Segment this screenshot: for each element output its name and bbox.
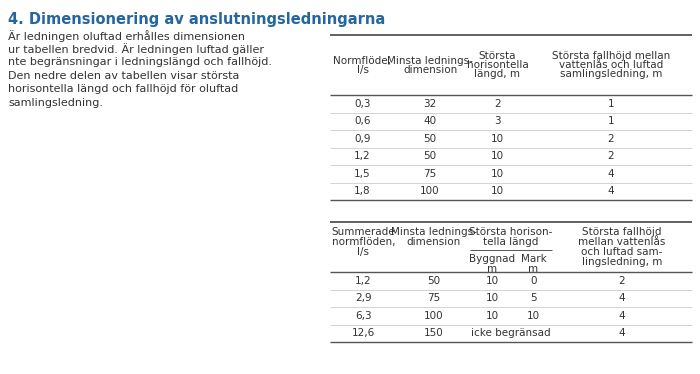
Text: 2: 2 [494,99,500,109]
Text: 4: 4 [608,169,615,179]
Text: 0,3: 0,3 [354,99,371,109]
Text: 0,6: 0,6 [354,116,371,126]
Text: Mark: Mark [521,254,547,264]
Text: 2: 2 [608,134,615,144]
Text: 10: 10 [486,311,499,321]
Text: 75: 75 [427,293,440,303]
Text: tella längd: tella längd [483,237,539,247]
Text: 10: 10 [491,151,504,161]
Text: 10: 10 [491,186,504,196]
Text: 100: 100 [424,311,443,321]
Text: 1,8: 1,8 [354,186,371,196]
Text: Största: Största [479,51,517,61]
Text: dimension: dimension [407,237,461,247]
Text: Största fallhöjd: Största fallhöjd [582,227,662,237]
Text: samlingsledning, m: samlingsledning, m [560,69,662,79]
Text: längd, m: längd, m [475,69,521,79]
Text: 50: 50 [424,134,437,144]
Text: 3: 3 [494,116,500,126]
Text: 1,2: 1,2 [354,151,371,161]
Text: 10: 10 [491,134,504,144]
Text: normflöden,: normflöden, [332,237,396,247]
Text: 4: 4 [619,328,625,338]
Text: 4: 4 [608,186,615,196]
Text: 1: 1 [608,99,615,109]
Text: 50: 50 [424,151,437,161]
Text: dimension: dimension [403,64,457,74]
Text: Minsta lednings-: Minsta lednings- [391,227,477,237]
Text: 0: 0 [531,276,537,286]
Text: 2: 2 [608,151,615,161]
Text: 4: 4 [619,311,625,321]
Text: Största horison-: Största horison- [469,227,553,237]
Text: 10: 10 [527,311,540,321]
Text: 12,6: 12,6 [352,328,375,338]
Text: m: m [487,264,498,274]
Text: 32: 32 [424,99,437,109]
Text: 4. Dimensionering av anslutningsledningarna: 4. Dimensionering av anslutningsledninga… [8,12,385,27]
Text: Summerade: Summerade [332,227,396,237]
Text: 10: 10 [491,169,504,179]
Text: 40: 40 [424,116,437,126]
Text: Normflöde,: Normflöde, [333,55,391,65]
Text: Minsta lednings-: Minsta lednings- [387,55,473,65]
Text: horisontella längd och fallhöjd för oluftad: horisontella längd och fallhöjd för oluf… [8,84,238,94]
Text: icke begränsad: icke begränsad [471,328,551,338]
Text: 1,5: 1,5 [354,169,371,179]
Text: Är ledningen oluftad erhålles dimensionen: Är ledningen oluftad erhålles dimensione… [8,30,245,42]
Text: nte begränsningar i ledningslängd och fallhöjd.: nte begränsningar i ledningslängd och fa… [8,57,272,67]
Text: 150: 150 [424,328,443,338]
Text: 4: 4 [619,293,625,303]
Text: l/s: l/s [356,64,368,74]
Text: 2: 2 [619,276,625,286]
Text: 2,9: 2,9 [355,293,372,303]
Text: horisontella: horisontella [467,60,528,70]
Text: mellan vattenlås: mellan vattenlås [578,237,666,247]
Text: 50: 50 [427,276,440,286]
Text: 5: 5 [530,293,537,303]
Text: 10: 10 [486,293,499,303]
Text: 6,3: 6,3 [355,311,372,321]
Text: 100: 100 [420,186,440,196]
Text: 1,2: 1,2 [355,276,372,286]
Text: och luftad sam-: och luftad sam- [581,247,663,257]
Text: l/s: l/s [358,247,370,257]
Text: lingsledning, m: lingsledning, m [582,257,662,267]
Text: Största fallhöjd mellan: Största fallhöjd mellan [552,51,670,61]
Text: vattenlås och luftad: vattenlås och luftad [559,60,663,70]
Text: 10: 10 [486,276,499,286]
Text: 75: 75 [424,169,437,179]
Text: Den nedre delen av tabellen visar största: Den nedre delen av tabellen visar störst… [8,71,239,80]
Text: m: m [528,264,538,274]
Text: samlingsledning.: samlingsledning. [8,98,103,107]
Text: Byggnad: Byggnad [470,254,516,264]
Text: 0,9: 0,9 [354,134,371,144]
Text: ur tabellen bredvid. Är ledningen luftad gäller: ur tabellen bredvid. Är ledningen luftad… [8,43,264,55]
Text: 1: 1 [608,116,615,126]
